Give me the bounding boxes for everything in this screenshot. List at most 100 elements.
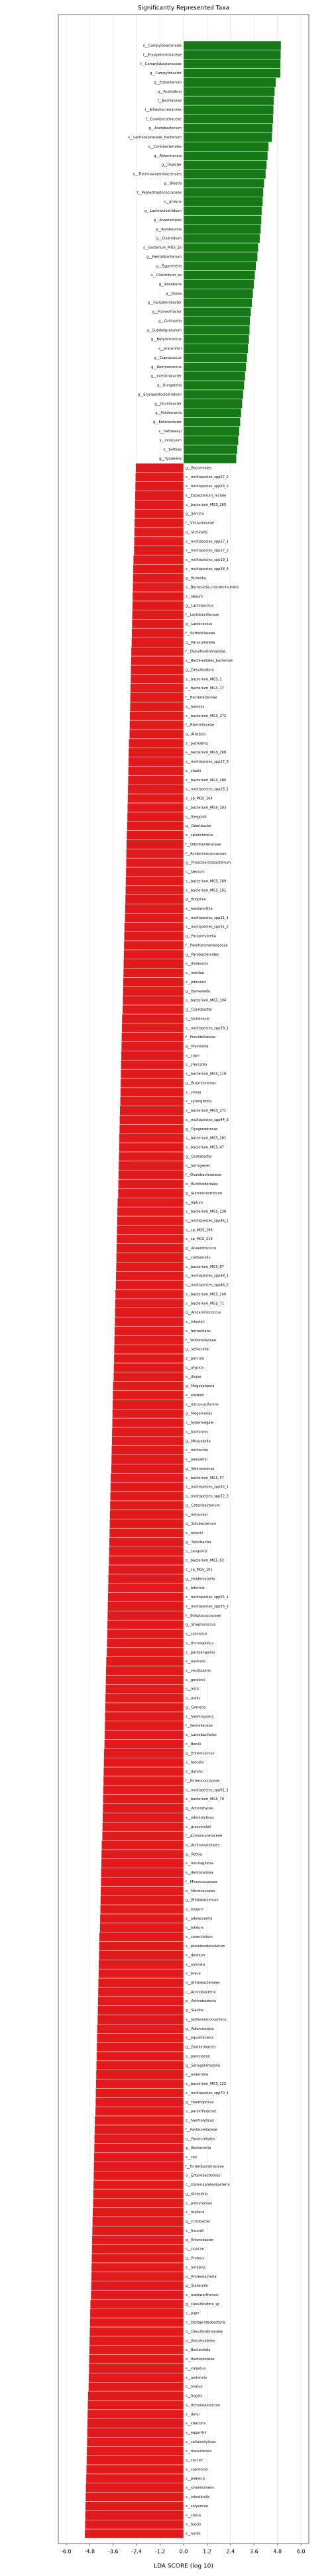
bar-label: s__freundii: [186, 2229, 204, 2233]
bar-label: s__Barnesiella_intestinihominis: [186, 586, 239, 590]
bar-label: s__odontolyticus: [186, 1816, 214, 1820]
bar-label: g__Parasutterella: [186, 641, 215, 645]
bar-label: p__Bacteroidetes: [186, 2339, 215, 2343]
bar: [116, 1253, 184, 1263]
bar-label: o__Bacteroidales: [186, 2358, 215, 2361]
bar-label: s__animalis: [186, 1963, 205, 1967]
bar-label: s__fermentans: [186, 1329, 211, 1333]
bar-label: s__bacterium_MGS_291: [186, 888, 226, 892]
bar-label: s__Clostridium_sp: [151, 273, 182, 277]
x-tick-label: 1.2: [203, 2549, 211, 2555]
bar: [94, 2115, 184, 2126]
bar: [95, 2070, 184, 2079]
bar: [98, 1968, 184, 1979]
bar-label: f__Erysipelotrichaceae: [143, 53, 182, 57]
bar-label: g__Rothia: [186, 1852, 202, 1856]
bar: [183, 453, 237, 464]
bar-label: g__Victivallis: [186, 530, 207, 534]
bar-label: s__uniformis: [186, 2376, 207, 2380]
bar-label: g__Gemella: [186, 1705, 205, 1709]
bar: [119, 1115, 184, 1125]
bar-label: s__bacterium_MGS_272: [186, 714, 226, 718]
bar-label: g__Klebsiella: [186, 2192, 207, 2196]
bar: [111, 1445, 184, 1455]
bar: [99, 1941, 184, 1951]
x-tick-label: 6.0: [297, 2549, 306, 2555]
bar-label: s__bolteae: [164, 448, 182, 452]
x-tick-label: -1.2: [155, 2549, 166, 2555]
bar-label: g__Intestinibacter: [151, 375, 182, 379]
bar-label: g__Catenibacterium: [186, 1503, 220, 1507]
bar: [105, 1711, 184, 1722]
bar: [130, 692, 184, 702]
bar: [120, 1069, 184, 1079]
bar: [115, 1298, 184, 1308]
bar-label: s__dispar: [186, 1375, 202, 1379]
bar: [99, 1904, 184, 1915]
bar: [104, 1730, 184, 1740]
bar-label: g__Holdemanella: [186, 1577, 215, 1581]
bar-label: g__Lactobacillus: [186, 604, 214, 608]
bar: [183, 68, 281, 78]
bar-label: f__Sutterellaceae: [186, 632, 215, 636]
bar-label: f__Rikenellaceae: [186, 724, 214, 728]
bar: [119, 1142, 184, 1153]
bar: [135, 472, 184, 482]
bar-label: g__Dialister: [162, 164, 182, 167]
bar-label: s__adolescentis: [186, 1917, 213, 1921]
bar: [103, 1776, 184, 1786]
bar: [118, 1170, 184, 1180]
bar: [96, 2060, 184, 2070]
bar-label: s__multispecies_spp17_1: [186, 540, 229, 544]
bar: [132, 600, 184, 611]
bar: [123, 986, 184, 996]
bar-label: s__moorei: [186, 1531, 203, 1535]
chart-title: Significantly Represented Taxa: [138, 5, 229, 12]
bar-label: s__salivarius: [186, 1633, 207, 1637]
bar-label: s__merdae: [186, 971, 204, 975]
bar-label: f__Oxalobacteraceae: [186, 1173, 221, 1177]
bar-label: s__bifidum: [186, 1926, 204, 1930]
bar-label: s__bacterium_MGS_146: [186, 1292, 226, 1296]
bar-label: g__Eubacterium: [154, 81, 182, 85]
bar: [102, 1803, 184, 1813]
bar-label: s__hypermegale: [186, 1421, 213, 1425]
bar: [129, 711, 184, 721]
bar: [183, 114, 274, 124]
bar-label: f__Victivallaceae: [186, 522, 214, 526]
bar-label: g__Erysipelatoclostridium: [138, 393, 182, 397]
bar: [183, 307, 252, 317]
bar: [87, 2400, 184, 2410]
bar-label: o__Actinomycetales: [186, 1843, 220, 1847]
bar: [107, 1611, 184, 1621]
bar-label: s__coprocola: [186, 2467, 207, 2471]
bar: [120, 1087, 184, 1098]
bar: [130, 683, 184, 693]
bar: [107, 1592, 184, 1602]
bar: [110, 1473, 184, 1483]
bar: [131, 655, 184, 666]
bar: [113, 1353, 184, 1364]
bar: [91, 2281, 184, 2291]
bar: [183, 233, 260, 244]
bar-label: s__bacterium_MGS_118: [186, 1073, 226, 1076]
bar: [103, 1766, 184, 1777]
bar: [104, 1739, 184, 1749]
bar-label: s__bacterium_MGS_25: [143, 246, 182, 250]
bar-label: s__thetaiotaomicron: [186, 2403, 220, 2407]
bar-label: s__virosa: [186, 1090, 201, 1094]
bar-label: s__faecis: [186, 2523, 201, 2527]
bar: [90, 2290, 184, 2300]
bar: [183, 334, 250, 344]
bar-label: s__stercoris: [186, 2422, 205, 2426]
bar: [87, 2391, 184, 2401]
bar: [116, 1234, 184, 1244]
bar-label: s__dorei: [186, 2412, 199, 2416]
bar: [93, 2198, 184, 2209]
bar: [134, 527, 184, 538]
bar: [89, 2326, 184, 2337]
bar-label: s__hominis: [186, 705, 205, 709]
bar-label: s__multispecies_spp46_1: [186, 1219, 229, 1223]
bar-label: g__Subdoligranulum: [146, 328, 182, 332]
bar-label: f__Pasteurellaceae: [186, 2128, 217, 2132]
